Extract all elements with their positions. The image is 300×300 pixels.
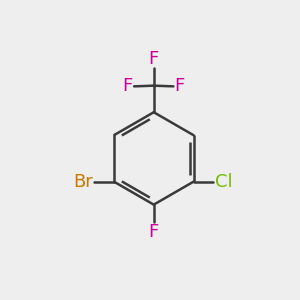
Text: F: F xyxy=(148,223,159,241)
Text: F: F xyxy=(148,50,159,68)
Text: Cl: Cl xyxy=(214,172,232,190)
Text: F: F xyxy=(123,77,133,95)
Text: F: F xyxy=(175,77,185,95)
Text: Br: Br xyxy=(73,172,93,190)
